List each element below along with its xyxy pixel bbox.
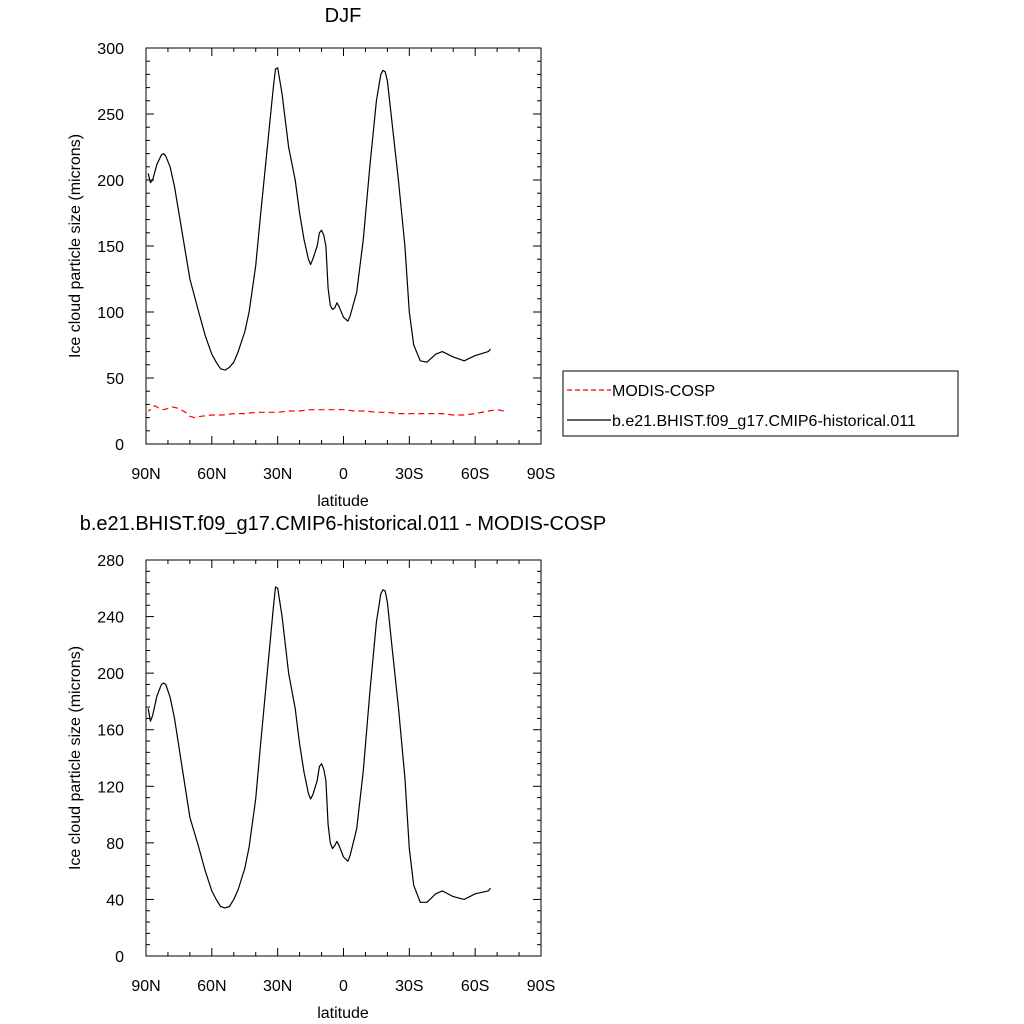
chart-1-ylabel: Ice cloud particle size (microns) (67, 134, 84, 358)
y-tick-label: 160 (97, 723, 124, 740)
x-tick-label: 90S (527, 466, 555, 483)
y-tick-label: 250 (97, 107, 124, 124)
y-tick-label: 150 (97, 239, 124, 256)
series-line-1 (147, 586, 491, 909)
chart-2-ticks: 90N 60N 30N 0 30S 60S 90S 0 40 80 120 160 200 240 280 (97, 553, 555, 995)
x-tick-label: 60S (461, 466, 489, 483)
series-line-1 (147, 405, 504, 419)
series-line-2 (147, 67, 491, 371)
x-tick-label: 30N (263, 978, 292, 995)
y-tick-label: 40 (106, 892, 124, 909)
chart-1-ticks: 90N 60N 30N 0 30S 60S 90S 0 50 100 150 200 250 300 (97, 41, 555, 483)
chart-2-title: b.e21.BHIST.f09_g17.CMIP6-historical.011… (80, 513, 607, 535)
legend-label-modis: MODIS-COSP (612, 383, 715, 400)
chart-2-xlabel: latitude (317, 1005, 369, 1022)
chart-1-title: DJF (325, 5, 362, 27)
x-tick-label: 90N (131, 978, 160, 995)
chart-1: DJF 90N 60N 30N 0 30S 60S 90S 0 50 100 150 200 250 30… (67, 5, 959, 510)
x-tick-label: 30S (395, 466, 423, 483)
legend-label-model: b.e21.BHIST.f09_g17.CMIP6-historical.011 (612, 413, 916, 430)
y-tick-label: 0 (115, 437, 124, 454)
chart-1-legend: MODIS-COSP b.e21.BHIST.f09_g17.CMIP6-his… (562, 370, 959, 437)
chart-2-ylabel: Ice cloud particle size (microns) (67, 646, 84, 870)
y-tick-label: 240 (97, 610, 124, 627)
y-tick-label: 120 (97, 779, 124, 796)
chart-2-series (147, 586, 491, 909)
x-tick-label: 30N (263, 466, 292, 483)
y-tick-label: 50 (106, 371, 124, 388)
x-tick-label: 0 (339, 466, 348, 483)
chart-1-series (147, 67, 504, 419)
y-tick-label: 100 (97, 305, 124, 322)
y-tick-label: 0 (115, 949, 124, 966)
x-tick-label: 90S (527, 978, 555, 995)
y-tick-label: 200 (97, 173, 124, 190)
y-tick-label: 200 (97, 666, 124, 683)
y-tick-label: 300 (97, 41, 124, 58)
x-tick-label: 60S (461, 978, 489, 995)
y-tick-label: 280 (97, 553, 124, 570)
chart-1-xlabel: latitude (317, 493, 369, 510)
x-tick-label: 60N (197, 978, 226, 995)
chart-2: b.e21.BHIST.f09_g17.CMIP6-historical.011… (67, 513, 606, 1022)
x-tick-label: 30S (395, 978, 423, 995)
x-tick-label: 90N (131, 466, 160, 483)
chart-1-plot-frame (145, 47, 542, 445)
legend-frame (562, 370, 959, 437)
x-tick-label: 0 (339, 978, 348, 995)
x-tick-label: 60N (197, 466, 226, 483)
chart-2-plot-frame (145, 559, 542, 957)
y-tick-label: 80 (106, 836, 124, 853)
